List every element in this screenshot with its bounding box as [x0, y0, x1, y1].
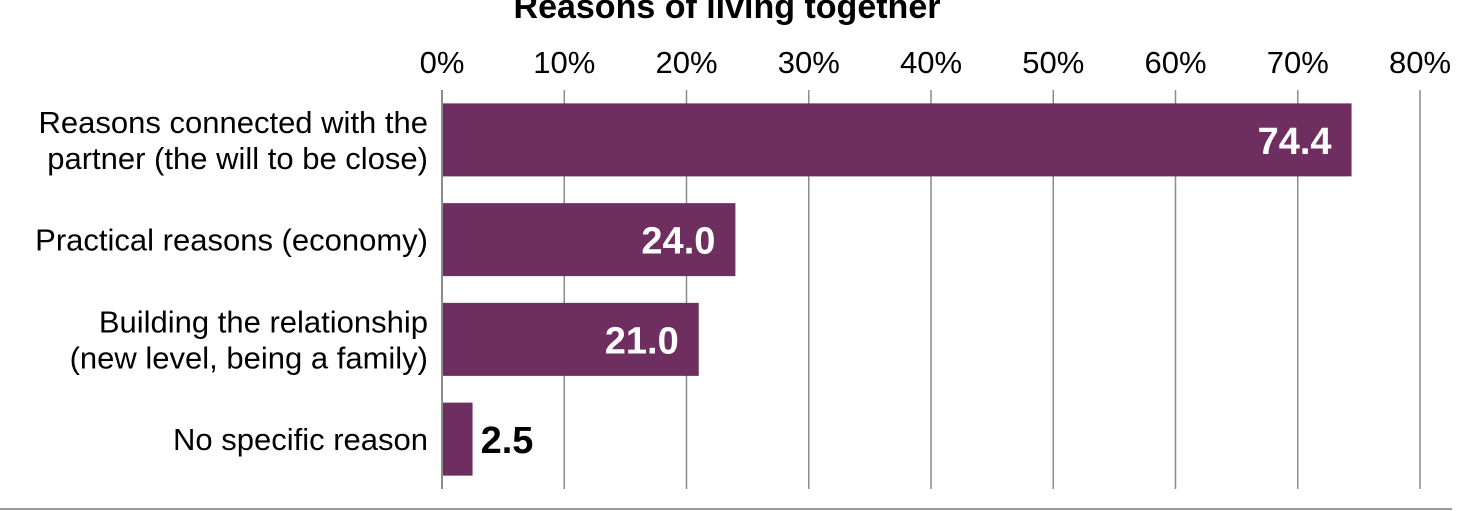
x-tick-label: 30%	[778, 45, 840, 80]
x-tick-label: 80%	[1389, 45, 1451, 80]
category-label: partner (the will to be close)	[47, 141, 428, 176]
bar	[442, 302, 699, 376]
x-tick-label: 70%	[1267, 45, 1329, 80]
x-tick-label: 60%	[1144, 45, 1206, 80]
chart-title: Reasons of living together	[514, 0, 941, 26]
value-label: 21.0	[605, 320, 679, 362]
x-tick-label: 40%	[900, 45, 962, 80]
bar	[442, 203, 736, 277]
x-axis-tick-labels: 0% 10% 20% 30% 40% 50% 60% 70% 80%	[420, 45, 1451, 80]
bars	[442, 103, 1352, 476]
category-label: (new level, being a family)	[70, 340, 428, 375]
category-label: Practical reasons (economy)	[35, 223, 428, 258]
category-label: Reasons connected with the	[39, 105, 428, 140]
bar	[442, 103, 1352, 177]
value-label: 2.5	[481, 420, 534, 462]
x-tick-label: 20%	[655, 45, 717, 80]
category-label: No specific reason	[173, 422, 428, 457]
bar	[442, 402, 473, 476]
x-tick-label: 0%	[420, 45, 465, 80]
value-labels: 74.4 24.0 21.0 2.5	[481, 121, 1332, 462]
value-label: 74.4	[1258, 121, 1332, 163]
x-tick-label: 10%	[533, 45, 595, 80]
value-label: 24.0	[641, 221, 715, 263]
x-tick-label: 50%	[1022, 45, 1084, 80]
category-label: Building the relationship	[99, 304, 428, 339]
